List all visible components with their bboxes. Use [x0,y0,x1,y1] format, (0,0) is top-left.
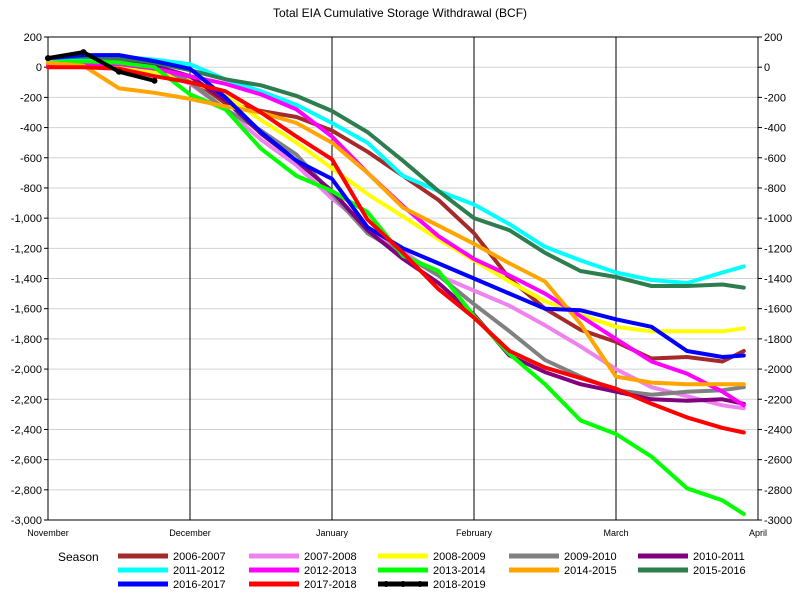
y-tick-label-left: -2,200 [11,394,42,406]
y-tick-label-left: -1,400 [11,274,42,286]
legend-label: 2008-2009 [433,551,486,563]
y-tick-label-left: -1,000 [11,213,42,225]
legend-label: 2011-2012 [173,565,225,577]
legend-label: 2010-2011 [693,551,745,563]
series-line-2011-2012 [46,54,746,285]
y-tick-label-left: -2,400 [11,424,42,436]
legend-label: 2018-2019 [433,579,486,591]
y-tick-label-left: -3,000 [11,515,42,527]
legend-label: 2009-2010 [564,551,617,563]
data-point-2018-2019 [80,49,87,56]
y-tick-label-left: -1,600 [11,304,42,316]
x-tick-label: March [603,528,628,538]
y-tick-label-left: 0 [36,62,42,74]
y-tick-label-right: 200 [764,32,782,44]
y-tick-label-right: -2400 [764,424,792,436]
y-axis-left: 200 0 -200 -400 -600 -800 -1,000 -1,200 -1,400 -1… [11,32,48,527]
y-tick-label-right: -3000 [764,515,792,527]
y-tick-label-right: -400 [764,123,786,135]
y-tick-label-right: -1000 [764,213,792,225]
legend-marker [383,581,389,587]
y-tick-label-right: -2600 [764,455,792,467]
y-tick-label-left: -600 [20,153,42,165]
series-lines [45,49,746,516]
x-axis: November December January February March Apri… [27,528,767,538]
legend-label: 2015-2016 [693,565,746,577]
legend-label: 2014-2015 [564,565,617,577]
y-tick-label-left: -2,800 [11,485,42,497]
y-tick-label-left: -2,000 [11,364,42,376]
y-tick-label-right: -2800 [764,485,792,497]
y-tick-label-right: 0 [764,62,770,74]
series-line-2016-2017 [46,53,746,359]
y-tick-label-right: -2200 [764,394,792,406]
y-tick-label-left: -200 [20,92,42,104]
x-tick-label: January [316,528,349,538]
y-tick-label-left: -800 [20,183,42,195]
legend: Season 2006-2007 2007-2008 2008-2009 2009-2… [58,550,746,591]
legend-label: 2006-2007 [173,551,226,563]
y-axis-right: 200 0 -200 -400 -600 -800 -1000 -1200 -1400 -1600… [758,32,792,527]
y-tick-label-right: -1600 [764,304,792,316]
y-tick-label-right: -1400 [764,274,792,286]
y-tick-label-right: -2000 [764,364,792,376]
legend-label: 2013-2014 [433,565,486,577]
series-line-2014-2015 [46,60,746,387]
y-tick-label-right: -600 [764,153,786,165]
y-tick-label-left: -1,800 [11,334,42,346]
y-tick-label-right: -200 [764,92,786,104]
y-tick-label-left: -400 [20,123,42,135]
series-line-2018-2019 [46,50,157,83]
legend-title: Season [58,550,99,564]
x-tick-label: February [456,528,493,538]
legend-marker [417,581,423,587]
x-tick-label: April [749,528,767,538]
y-tick-label-right: -1200 [764,243,792,255]
legend-label: 2017-2018 [304,579,357,591]
series-line-2017-2018 [46,65,746,435]
data-point-2018-2019 [45,55,51,62]
y-tick-label-left: 200 [24,32,42,44]
legend-label: 2012-2013 [304,565,357,577]
x-tick-label: December [169,528,211,538]
legend-marker [400,581,406,587]
y-tick-label-right: -1800 [764,334,792,346]
y-tick-label-left: -1,200 [11,243,42,255]
y-tick-label-left: -2,600 [11,455,42,467]
data-point-2018-2019 [116,68,122,75]
legend-label: 2016-2017 [173,579,226,591]
y-tick-label-right: -800 [764,183,786,195]
chart-title: Total EIA Cumulative Storage Withdrawal … [273,6,527,20]
legend-label: 2007-2008 [304,551,357,563]
data-point-2018-2019 [151,77,158,84]
x-tick-label: November [27,528,69,538]
